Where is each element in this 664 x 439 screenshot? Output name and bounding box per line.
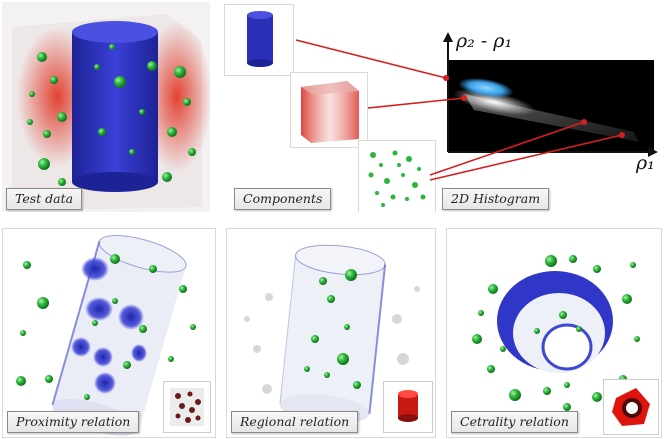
component-box-render xyxy=(301,81,359,143)
histogram-blob-white xyxy=(452,88,536,116)
regional-panel: Regional relation xyxy=(226,228,436,438)
proximity-inset xyxy=(163,381,211,433)
test-data-caption: Test data xyxy=(6,188,83,210)
x-axis-arrow-icon xyxy=(648,147,658,157)
histogram-y-label: ρ₂ - ρ₁ xyxy=(456,30,513,52)
proximity-inset-render xyxy=(170,388,204,426)
test-data-volume-render xyxy=(2,2,210,212)
regional-inset xyxy=(383,381,433,433)
histogram-caption: 2D Histogram xyxy=(442,188,550,210)
regional-caption: Regional relation xyxy=(231,411,359,433)
test-data-panel: Test data xyxy=(2,2,210,212)
component-spheres-render xyxy=(368,150,426,207)
histogram-blob-blue xyxy=(458,77,514,99)
component-box-frame xyxy=(290,72,368,148)
components-caption: Components xyxy=(234,188,332,210)
centrality-panel: Cetrality relation xyxy=(446,228,662,438)
histogram-x-label: ρ₁ xyxy=(636,152,655,174)
y-axis-arrow-icon xyxy=(443,32,453,42)
regional-inset-render xyxy=(398,390,418,422)
proximity-caption: Proximity relation xyxy=(7,411,140,433)
centrality-inset xyxy=(603,379,659,435)
proximity-panel: Proximity relation xyxy=(2,228,216,438)
components-panel: Components xyxy=(222,2,442,212)
component-cylinder-frame xyxy=(224,4,294,76)
centrality-caption: Cetrality relation xyxy=(451,411,578,433)
centrality-inset-render xyxy=(612,388,650,426)
component-spheres-frame xyxy=(358,140,436,212)
histogram-panel: ρ₂ - ρ₁ ρ₁ 2D Histogram xyxy=(434,2,662,212)
component-cylinder-render xyxy=(247,11,273,67)
